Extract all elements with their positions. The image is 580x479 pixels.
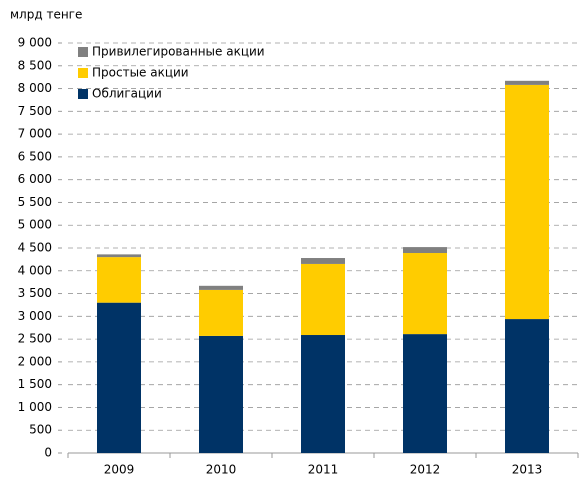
x-tick-label: 2009 [104,463,135,477]
y-tick-label: 1 500 [18,377,52,391]
legend-label: Простые акции [92,66,189,80]
y-tick-label: 6 000 [18,172,52,186]
bar-segment [505,84,549,320]
y-tick-label: 1 000 [18,400,52,414]
y-tick-label: 2 000 [18,354,52,368]
y-tick-label: 7 500 [18,104,52,118]
y-tick-label: 8 000 [18,81,52,95]
legend-swatch [78,89,88,99]
bar-segment [199,289,243,336]
x-tick-label: 2010 [206,463,237,477]
legend-label: Привилегированные акции [92,45,265,59]
bar-segment [199,335,243,453]
y-tick-label: 3 500 [18,286,52,300]
bar-segment [403,334,447,453]
y-tick-label: 9 000 [18,36,52,50]
legend-label: Облигации [92,87,162,101]
y-tick-label: 5 000 [18,218,52,232]
y-tick-label: 0 [44,446,52,460]
bar-segment [403,247,447,254]
y-tick-label: 4 500 [18,241,52,255]
y-tick-label: 5 500 [18,195,52,209]
y-tick-label: 500 [29,423,52,437]
y-tick-label: 6 500 [18,149,52,163]
bar-segment [97,257,141,303]
x-tick-label: 2012 [410,463,441,477]
bar-segment [301,335,345,453]
x-tick-label: 2013 [512,463,543,477]
bar-segment [301,263,345,336]
y-tick-label: 8 500 [18,58,52,72]
bar-segment [403,253,447,335]
legend-swatch [78,68,88,78]
bar-segment [505,319,549,453]
y-tick-label: 7 000 [18,127,52,141]
y-tick-label: 4 000 [18,263,52,277]
bar-segment [301,258,345,264]
y-tick-label: 3 000 [18,309,52,323]
bar-segment [505,80,549,85]
legend-swatch [78,47,88,57]
bar-segment [199,285,243,290]
bar-segment [97,254,141,258]
y-tick-label: 2 500 [18,332,52,346]
x-tick-label: 2011 [308,463,339,477]
bar-segment [97,302,141,453]
y-axis-unit: млрд тенге [10,8,82,22]
